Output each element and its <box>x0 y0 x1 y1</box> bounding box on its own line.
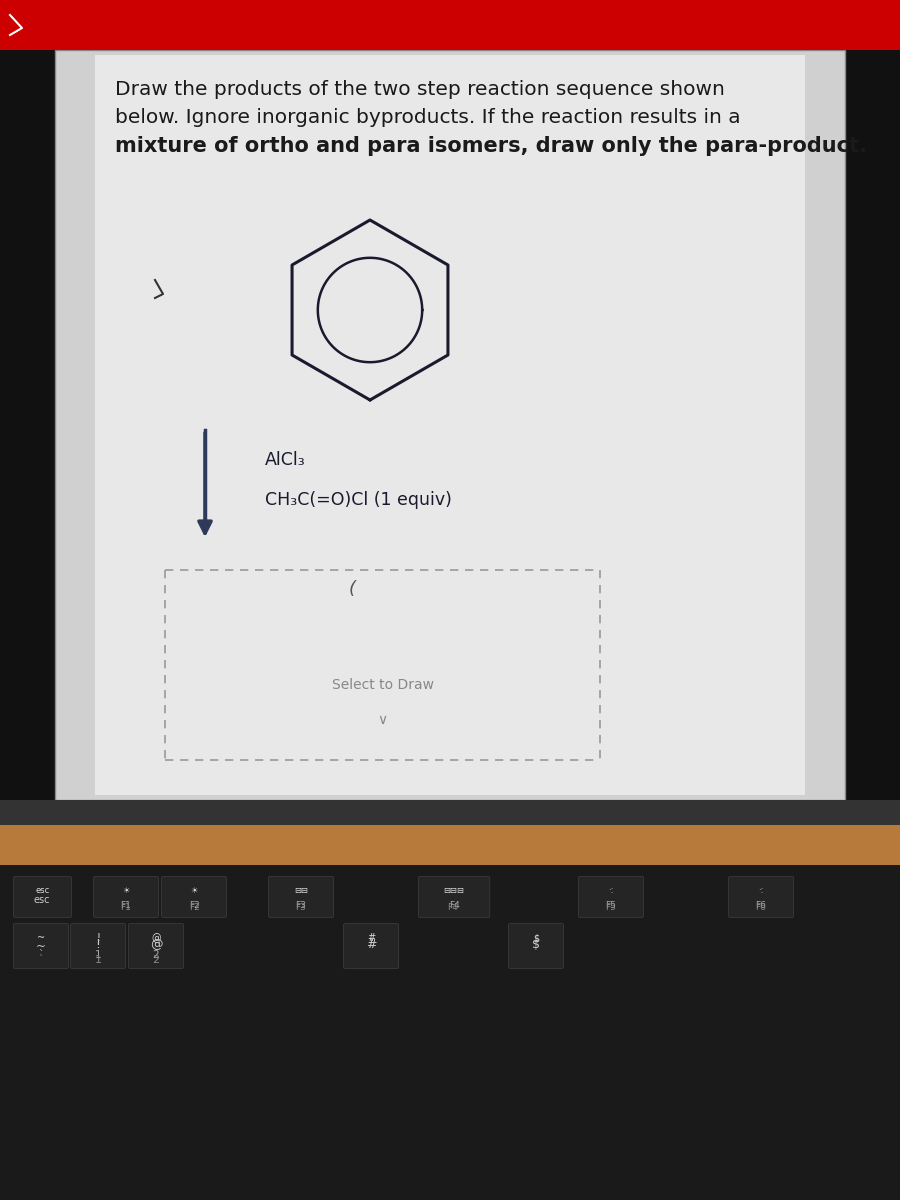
Bar <box>95 55 805 794</box>
Text: 1: 1 <box>94 955 102 965</box>
Text: Draw the products of the two step reaction sequence shown: Draw the products of the two step reacti… <box>115 80 725 98</box>
Bar <box>0 800 900 826</box>
Text: F6: F6 <box>756 904 767 912</box>
FancyBboxPatch shape <box>508 924 563 968</box>
Text: CH₃C(=O)Cl (1 equiv): CH₃C(=O)Cl (1 equiv) <box>265 491 452 509</box>
FancyBboxPatch shape <box>268 876 334 918</box>
Text: F4: F4 <box>449 901 460 910</box>
Text: mixture of ortho and para isomers, draw only the para-product.: mixture of ortho and para isomers, draw … <box>115 136 867 156</box>
Text: @: @ <box>149 938 162 952</box>
FancyBboxPatch shape <box>418 876 490 918</box>
Text: F2: F2 <box>189 904 200 912</box>
Text: ⊟⊟⊟: ⊟⊟⊟ <box>444 886 464 895</box>
FancyBboxPatch shape <box>94 876 158 918</box>
Text: @: @ <box>151 934 161 943</box>
Text: 1: 1 <box>94 950 102 960</box>
Bar <box>0 826 900 865</box>
Text: `: ` <box>39 955 43 965</box>
Bar <box>55 50 845 800</box>
Text: F3: F3 <box>295 904 306 912</box>
Text: 2: 2 <box>153 950 159 960</box>
Bar <box>0 865 900 1200</box>
Text: F5: F5 <box>606 904 616 912</box>
FancyBboxPatch shape <box>344 924 399 968</box>
Text: !: ! <box>95 938 101 952</box>
FancyBboxPatch shape <box>161 876 227 918</box>
Text: ~: ~ <box>36 940 46 953</box>
Text: F1: F1 <box>121 901 131 910</box>
Text: ·:: ·: <box>608 886 614 895</box>
FancyBboxPatch shape <box>14 876 71 918</box>
Text: F2: F2 <box>189 901 200 910</box>
Text: ∨: ∨ <box>377 713 388 727</box>
FancyBboxPatch shape <box>579 876 644 918</box>
Text: AlCl₃: AlCl₃ <box>265 451 306 469</box>
Text: #: # <box>367 934 375 943</box>
Text: !: ! <box>96 934 100 943</box>
Text: esc: esc <box>34 895 50 905</box>
Text: Select to Draw: Select to Draw <box>331 678 434 692</box>
Text: ☀: ☀ <box>122 886 130 895</box>
FancyBboxPatch shape <box>129 924 184 968</box>
Text: below. Ignore inorganic byproducts. If the reaction results in a: below. Ignore inorganic byproducts. If t… <box>115 108 741 127</box>
Text: $: $ <box>533 934 539 943</box>
FancyBboxPatch shape <box>14 924 68 968</box>
Text: F6: F6 <box>756 901 767 910</box>
Text: F3: F3 <box>295 901 306 910</box>
FancyBboxPatch shape <box>728 876 794 918</box>
FancyBboxPatch shape <box>70 924 125 968</box>
Text: 2: 2 <box>152 955 159 965</box>
Text: ⊟⊟: ⊟⊟ <box>294 886 308 895</box>
Text: ~: ~ <box>37 934 45 943</box>
Text: esc: esc <box>35 886 50 895</box>
Text: ☀: ☀ <box>190 886 198 895</box>
Text: $: $ <box>532 938 540 952</box>
Text: `: ` <box>39 950 43 960</box>
Text: #: # <box>365 938 376 952</box>
Text: F1: F1 <box>121 904 131 912</box>
Bar <box>0 0 900 50</box>
Text: ·:: ·: <box>759 886 764 895</box>
Text: F5: F5 <box>606 901 616 910</box>
Text: F4: F4 <box>447 904 458 912</box>
Text: (: ( <box>349 580 356 598</box>
